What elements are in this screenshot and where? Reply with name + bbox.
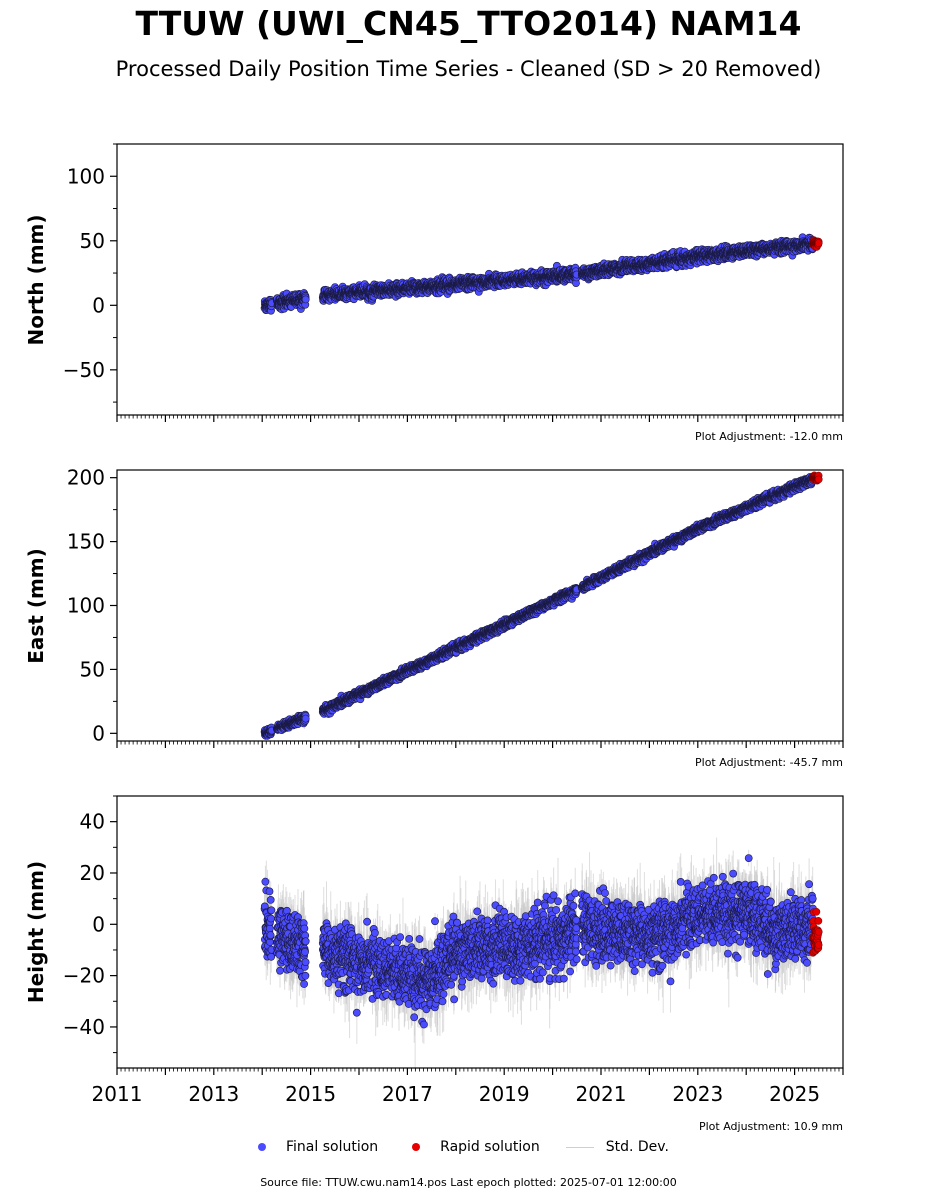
north-marks: [260, 233, 823, 315]
final-solution-point: [301, 295, 310, 304]
chart-title: TTUW (UWI_CN45_TTO2014) NAM14: [0, 4, 937, 43]
chart-subtitle: Processed Daily Position Time Series - C…: [0, 57, 937, 81]
